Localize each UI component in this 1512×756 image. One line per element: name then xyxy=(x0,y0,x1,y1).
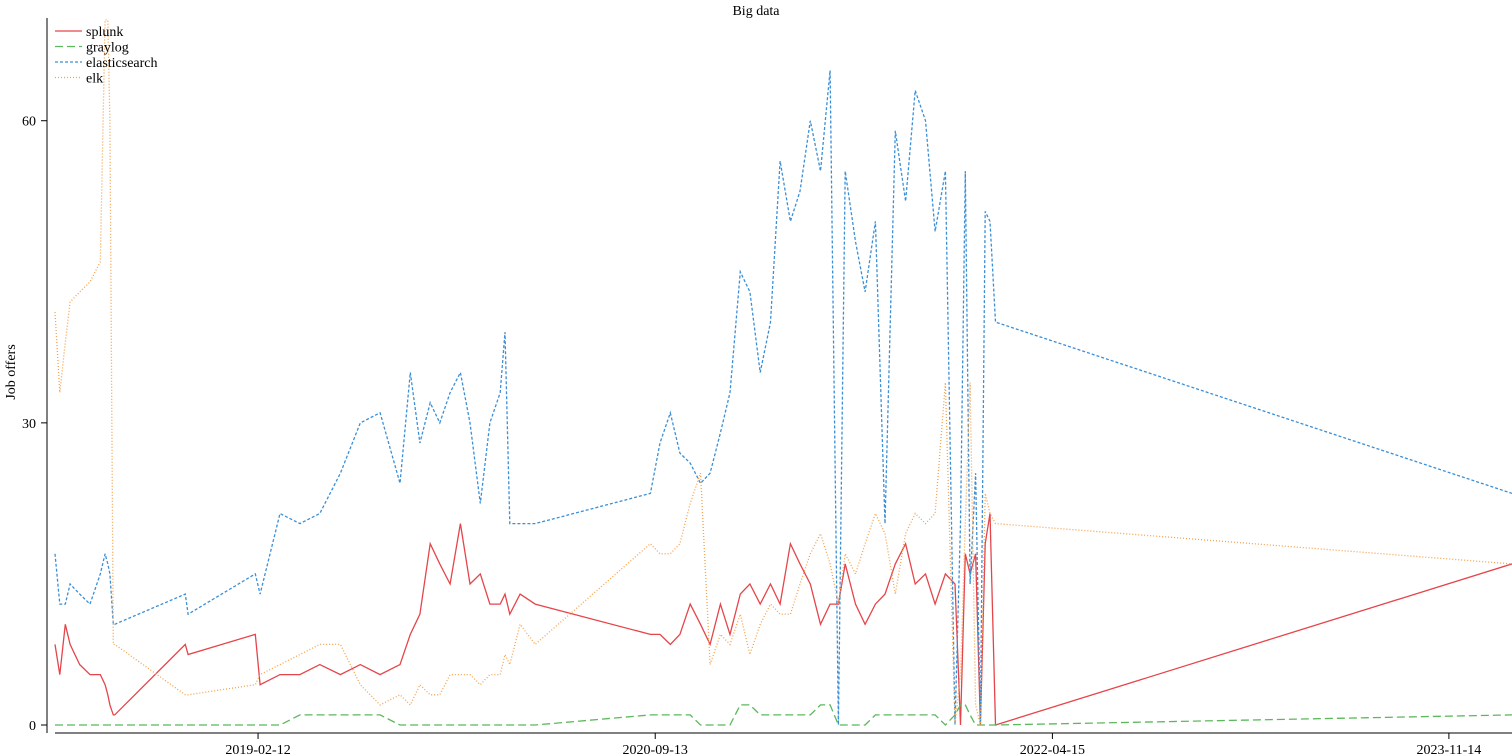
x-tick-label: 2023-11-14 xyxy=(1416,743,1481,756)
series-line xyxy=(54,70,1512,726)
x-tick-label: 2020-09-13 xyxy=(623,743,688,756)
y-axis-label: Job offers xyxy=(4,344,19,399)
series-line xyxy=(54,19,1512,726)
legend-label: splunk xyxy=(86,25,123,40)
y-tick-label: 30 xyxy=(22,417,36,432)
legend-label: elasticsearch xyxy=(86,56,158,71)
series-line xyxy=(55,704,1512,726)
series-line xyxy=(54,513,1512,726)
chart-title: Big data xyxy=(732,4,780,19)
y-tick-label: 60 xyxy=(22,115,36,130)
x-tick-label: 2022-04-15 xyxy=(1020,743,1085,756)
x-tick-label: 2019-02-12 xyxy=(225,743,290,756)
legend-label: graylog xyxy=(86,41,129,56)
legend-label: elk xyxy=(86,72,103,87)
y-tick-label: 0 xyxy=(29,719,36,734)
